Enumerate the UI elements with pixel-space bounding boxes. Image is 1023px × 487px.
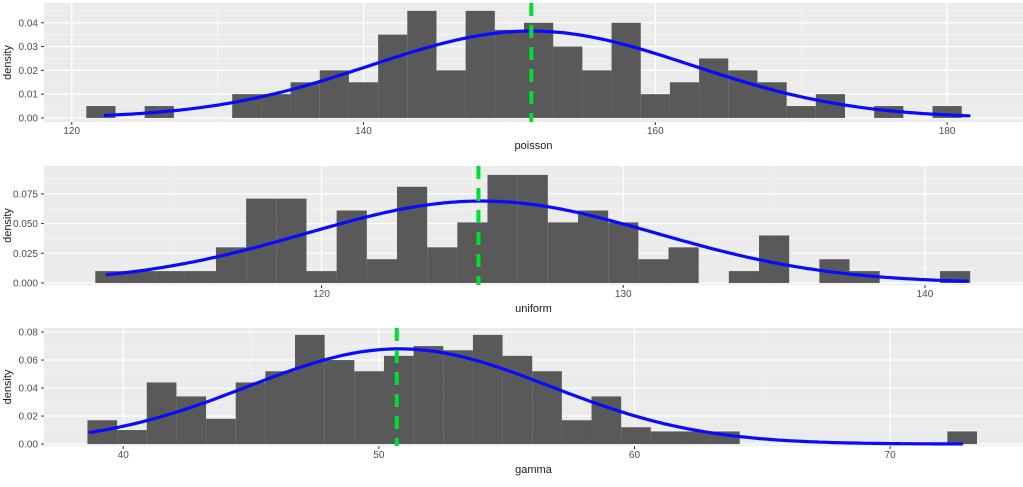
- histogram-bar: [185, 271, 216, 283]
- y-tick-label: 0.025: [13, 249, 38, 260]
- y-tick-label: 0.02: [19, 66, 39, 77]
- x-tick-label: 140: [355, 126, 372, 137]
- histogram-bar: [443, 350, 473, 445]
- density-curve: [103, 29, 971, 118]
- y-tick-label: 0.02: [19, 412, 39, 423]
- y-tick-label: 0.01: [19, 90, 39, 101]
- histogram-bar: [640, 94, 670, 118]
- histogram-bar: [786, 106, 816, 118]
- histogram-bar: [383, 355, 414, 445]
- x-tick-label: 40: [118, 450, 130, 461]
- x-tick-label: 130: [615, 289, 632, 300]
- histogram-bar: [547, 222, 578, 283]
- y-tick-label: 0.04: [19, 384, 39, 395]
- x-axis-title: uniform: [515, 303, 552, 315]
- histogram-bar: [407, 10, 437, 118]
- x-tick-label: 60: [629, 450, 641, 461]
- histogram-bar: [699, 58, 729, 118]
- y-tick-label: 0.050: [13, 219, 38, 230]
- histogram-bar: [427, 247, 458, 283]
- histogram-bar: [578, 210, 609, 283]
- histogram-bar: [947, 431, 977, 445]
- histogram-bar: [354, 371, 384, 445]
- x-axis-title: poisson: [515, 140, 553, 152]
- histogram-bar: [261, 94, 291, 118]
- uniform-chart: 120 130 140 0.000 0.025 0.050 0.075 uniform dens…: [2, 166, 1023, 315]
- histogram-bar: [436, 70, 466, 118]
- x-tick-label: 180: [939, 126, 956, 137]
- histogram-bar: [457, 222, 488, 283]
- histogram-bar: [680, 431, 711, 445]
- histogram-bar: [487, 174, 518, 283]
- histogram-bar: [348, 82, 379, 118]
- histogram-bar: [611, 22, 641, 118]
- density-curve: [88, 347, 964, 446]
- histogram-bar: [378, 34, 408, 118]
- y-tick-label: 0.000: [13, 278, 38, 289]
- histogram-bar: [235, 382, 266, 445]
- histogram-bar: [295, 334, 325, 445]
- histogram-bar: [366, 259, 397, 283]
- histogram-bar: [206, 418, 236, 445]
- gamma-chart: 40 50 60 70 0.00 0.02 0.04 0.06 0.08 gamma density: [2, 328, 1023, 476]
- histogram-bar: [472, 334, 503, 445]
- x-tick-label: 50: [373, 450, 385, 461]
- histogram-bar: [638, 259, 669, 283]
- histogram-bar: [553, 46, 583, 118]
- x-tick-label: 120: [313, 289, 330, 300]
- histogram-bar: [86, 106, 116, 118]
- y-tick-label: 0.03: [19, 42, 39, 53]
- histogram-bar: [940, 271, 971, 283]
- panel-gamma: 40 50 60 70 0.00 0.02 0.04 0.06 0.08 gamma density: [0, 323, 1023, 487]
- y-axis-title: density: [2, 208, 14, 243]
- y-tick-label: 0.075: [13, 189, 38, 200]
- histogram-bar: [524, 22, 554, 118]
- histogram-bar: [621, 427, 651, 445]
- y-tick-label: 0.08: [19, 328, 39, 339]
- x-tick-label: 160: [647, 126, 664, 137]
- histogram-bar: [324, 360, 355, 445]
- y-tick-label: 0.04: [19, 18, 39, 29]
- histogram-bar: [932, 106, 962, 118]
- histogram-bar: [532, 371, 562, 445]
- histogram-bar: [87, 420, 118, 445]
- histogram-bar: [669, 82, 700, 118]
- histogram-bar: [265, 371, 296, 445]
- histogram-bar: [582, 70, 612, 118]
- histogram-bar: [155, 271, 186, 283]
- y-tick-label: 0.00: [19, 440, 39, 451]
- histogram-bar: [396, 186, 428, 283]
- histogram-bar: [494, 29, 525, 118]
- x-tick-label: 70: [885, 450, 897, 461]
- histogram-bar: [815, 94, 845, 118]
- x-tick-label: 120: [63, 126, 80, 137]
- histogram-bar: [465, 10, 495, 118]
- y-axis-title: density: [2, 45, 14, 80]
- panel-poisson: 120 140 160 180 0.00 0.01 0.02 0.03 0.04 poisson d…: [0, 0, 1023, 161]
- y-tick-label: 0.06: [19, 356, 39, 367]
- poisson-chart: 120 140 160 180 0.00 0.01 0.02 0.03 0.04 poisson d…: [2, 3, 1023, 152]
- x-axis-title: gamma: [515, 464, 553, 476]
- histogram-bar: [95, 271, 126, 283]
- histogram-bar: [561, 420, 592, 445]
- histogram-bar: [728, 271, 760, 283]
- y-tick-label: 0.00: [19, 113, 39, 124]
- density-curve: [105, 199, 969, 283]
- histogram-bar: [306, 271, 337, 283]
- y-axis-title: density: [2, 369, 14, 404]
- histogram-bar: [650, 431, 681, 445]
- histogram-bar: [608, 222, 639, 283]
- histogram-bar: [517, 174, 548, 283]
- histogram-bar: [125, 271, 156, 283]
- histogram-bar: [246, 198, 277, 283]
- histogram-bar: [413, 346, 444, 445]
- histogram-bar: [668, 247, 699, 283]
- panel-uniform: 120 130 140 0.000 0.025 0.050 0.075 uniform dens…: [0, 161, 1023, 323]
- x-tick-label: 140: [917, 289, 934, 300]
- histogram-bar: [117, 430, 147, 445]
